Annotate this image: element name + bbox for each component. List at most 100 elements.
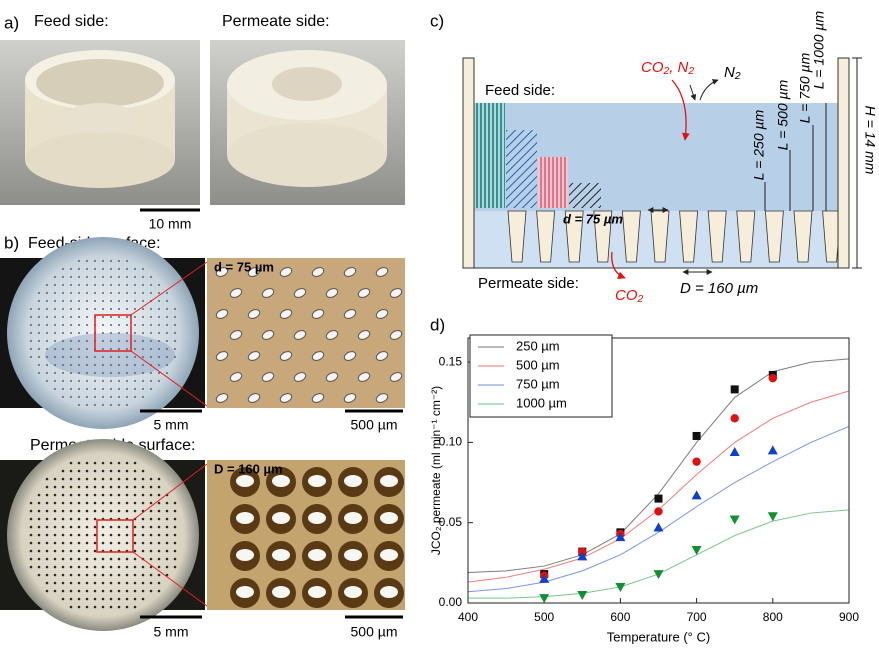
pore-dot: [174, 356, 176, 358]
pore-dot: [62, 380, 64, 382]
pore-dot: [46, 380, 48, 382]
pore-dot: [110, 478, 113, 481]
pore-dot: [86, 542, 89, 545]
pore-dot: [78, 364, 80, 366]
pore-dot: [142, 470, 145, 473]
marker: [577, 591, 587, 600]
pore-dot: [118, 566, 121, 569]
pore-dot: [70, 284, 72, 286]
pore-dot: [110, 308, 112, 310]
pore-dot: [110, 404, 112, 406]
pore-dot: [102, 606, 105, 609]
pore-dot: [110, 542, 113, 545]
pore-dot: [158, 364, 160, 366]
pore-dot: [46, 308, 48, 310]
pore-dot: [78, 396, 80, 398]
pore-dot: [46, 292, 48, 294]
pore-dot: [78, 526, 81, 529]
pore-dot: [142, 574, 145, 577]
pore-dot: [46, 372, 48, 374]
pore-dot: [54, 276, 56, 278]
pore-dot: [62, 316, 64, 318]
pore-dot: [78, 478, 81, 481]
pore-dot: [126, 260, 128, 262]
pore-dot: [126, 292, 128, 294]
marker: [692, 490, 702, 499]
pore-dot: [142, 380, 144, 382]
pore-dot: [38, 332, 40, 334]
pore-dot: [158, 308, 160, 310]
pore-dot: [62, 348, 64, 350]
pore-dot: [102, 598, 105, 601]
pore-dot: [78, 606, 81, 609]
pore-dot: [78, 550, 81, 553]
pore-dot: [174, 502, 177, 505]
pore-dot: [102, 316, 104, 318]
pore-dot: [102, 396, 104, 398]
pore-dot: [86, 558, 89, 561]
pore-dot: [126, 590, 129, 593]
pore-dot: [86, 308, 88, 310]
pore-dot: [126, 494, 129, 497]
pore-dot: [150, 308, 152, 310]
pore-dot: [94, 582, 97, 585]
pore-dot: [38, 308, 40, 310]
pore-dot: [158, 316, 160, 318]
pore-dot: [86, 260, 88, 262]
pore-dot: [166, 356, 168, 358]
pore-dot: [142, 316, 144, 318]
pore-dot: [166, 292, 168, 294]
pore-dot: [46, 348, 48, 350]
length-label: L = 250 µm: [751, 109, 767, 180]
pore-dot: [150, 356, 152, 358]
pore-dot: [38, 340, 40, 342]
pore-dot: [174, 534, 177, 537]
pore-dot: [70, 494, 73, 497]
pore-dot: [110, 380, 112, 382]
pore-dot: [86, 396, 88, 398]
pore-dot: [54, 558, 57, 561]
pore-dot: [110, 284, 112, 286]
panel-label: d): [430, 315, 445, 334]
legend-label: 500 µm: [516, 357, 560, 372]
pore-dot: [134, 380, 136, 382]
pore-dot: [158, 534, 161, 537]
pore-dot: [150, 574, 153, 577]
pore-dot: [126, 510, 129, 513]
pore-dot: [46, 324, 48, 326]
hatch: [569, 183, 601, 208]
pore-dot: [102, 404, 104, 406]
pore-dot: [70, 308, 72, 310]
pore-dot: [142, 526, 145, 529]
pore-dot: [142, 388, 144, 390]
pore-dot: [118, 284, 120, 286]
pore-dot: [38, 558, 41, 561]
pore-dot: [54, 356, 56, 358]
arrow: [690, 85, 695, 100]
pore-dot: [110, 486, 113, 489]
pore-dot: [86, 486, 89, 489]
pore-dot: [86, 518, 89, 521]
pore-dot: [134, 590, 137, 593]
pore-dot: [54, 340, 56, 342]
pore-dot: [150, 478, 153, 481]
pore-dot: [62, 340, 64, 342]
pore-dot: [30, 324, 32, 326]
pore-dot: [102, 526, 105, 529]
pore-dot: [142, 486, 145, 489]
pore-dot: [94, 566, 97, 569]
pore-dot: [62, 276, 64, 278]
pore-dot: [158, 502, 161, 505]
pore-dot: [158, 510, 161, 513]
pore-dot: [174, 340, 176, 342]
pore-dot: [94, 356, 96, 358]
pore-dot: [30, 348, 32, 350]
pore-dot: [118, 574, 121, 577]
pore-dot: [54, 574, 57, 577]
pore-dot: [110, 566, 113, 569]
pore-dot: [78, 534, 81, 537]
pore-dot: [102, 356, 104, 358]
marker: [730, 447, 740, 456]
pore-dot: [70, 340, 72, 342]
scale-label: 5 mm: [154, 417, 189, 433]
